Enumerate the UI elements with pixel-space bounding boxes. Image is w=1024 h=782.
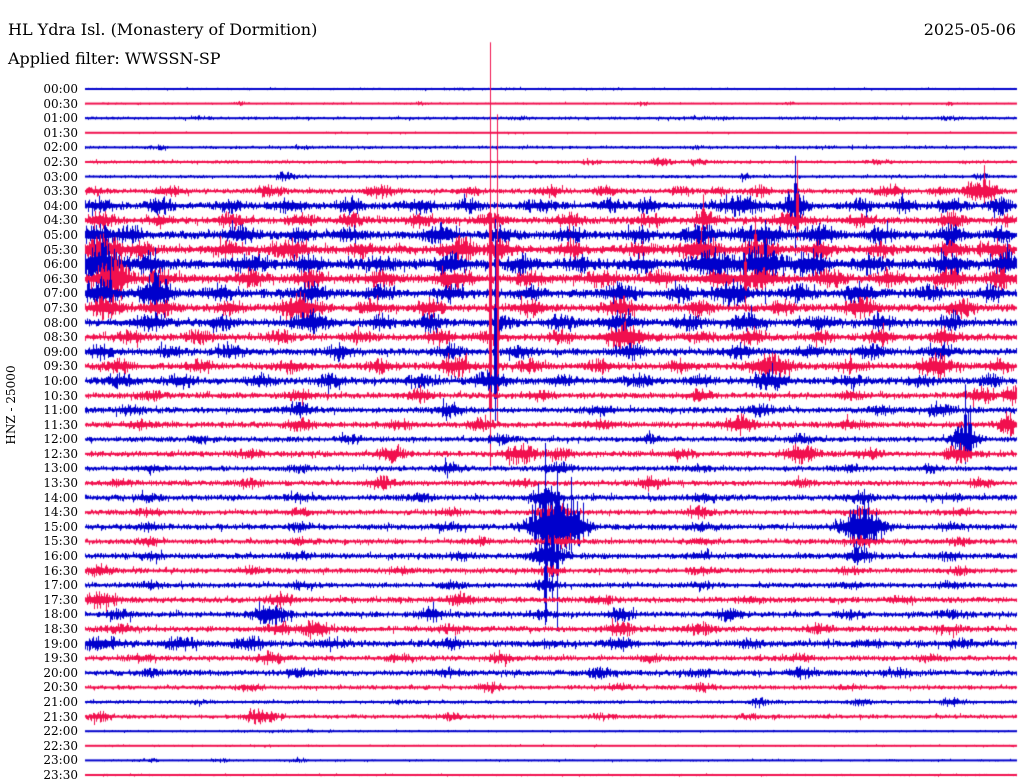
time-label-12-00: 12:00 bbox=[43, 432, 78, 447]
time-label-01-00: 01:00 bbox=[43, 111, 78, 126]
time-label-09-00: 09:00 bbox=[43, 344, 78, 359]
time-label-19-00: 19:00 bbox=[43, 636, 78, 651]
time-label-02-30: 02:30 bbox=[43, 154, 78, 169]
time-label-09-30: 09:30 bbox=[43, 359, 78, 374]
time-label-21-30: 21:30 bbox=[43, 709, 78, 724]
record-date: 2025-05-06 bbox=[923, 20, 1016, 39]
time-label-06-00: 06:00 bbox=[43, 257, 78, 272]
time-label-12-30: 12:30 bbox=[43, 446, 78, 461]
time-label-16-30: 16:30 bbox=[43, 563, 78, 578]
time-label-04-30: 04:30 bbox=[43, 213, 78, 228]
time-label-05-00: 05:00 bbox=[43, 227, 78, 242]
time-label-22-30: 22:30 bbox=[43, 738, 78, 753]
station-title: HL Ydra Isl. (Monastery of Dormition) bbox=[8, 20, 318, 39]
time-label-10-00: 10:00 bbox=[43, 373, 78, 388]
time-label-00-00: 00:00 bbox=[43, 82, 78, 96]
time-label-04-00: 04:00 bbox=[43, 198, 78, 213]
time-label-22-00: 22:00 bbox=[43, 724, 78, 739]
time-label-18-30: 18:30 bbox=[43, 622, 78, 637]
time-label-00-30: 00:30 bbox=[43, 96, 78, 111]
time-label-13-00: 13:00 bbox=[43, 461, 78, 476]
time-label-02-00: 02:00 bbox=[43, 140, 78, 155]
time-label-23-00: 23:00 bbox=[43, 753, 78, 768]
time-label-11-00: 11:00 bbox=[43, 403, 78, 418]
time-label-03-00: 03:00 bbox=[43, 169, 78, 184]
time-label-08-00: 08:00 bbox=[43, 315, 78, 330]
time-label-18-00: 18:00 bbox=[43, 607, 78, 622]
time-label-08-30: 08:30 bbox=[43, 330, 78, 345]
time-label-01-30: 01:30 bbox=[43, 125, 78, 140]
time-label-17-30: 17:30 bbox=[43, 592, 78, 607]
time-label-06-30: 06:30 bbox=[43, 271, 78, 286]
time-label-13-30: 13:30 bbox=[43, 476, 78, 491]
time-label-14-30: 14:30 bbox=[43, 505, 78, 520]
time-label-19-30: 19:30 bbox=[43, 651, 78, 666]
time-label-20-00: 20:00 bbox=[43, 665, 78, 680]
time-label-07-30: 07:30 bbox=[43, 300, 78, 315]
time-label-10-30: 10:30 bbox=[43, 388, 78, 403]
time-label-16-00: 16:00 bbox=[43, 549, 78, 564]
time-label-20-30: 20:30 bbox=[43, 680, 78, 695]
time-label-07-00: 07:00 bbox=[43, 286, 78, 301]
time-label-11-30: 11:30 bbox=[43, 417, 78, 432]
time-label-15-00: 15:00 bbox=[43, 519, 78, 534]
time-label-03-30: 03:30 bbox=[43, 184, 78, 199]
time-label-21-00: 21:00 bbox=[43, 695, 78, 710]
time-label-05-30: 05:30 bbox=[43, 242, 78, 257]
time-label-14-00: 14:00 bbox=[43, 490, 78, 505]
time-label-15-30: 15:30 bbox=[43, 534, 78, 549]
time-label-17-00: 17:00 bbox=[43, 578, 78, 593]
time-label-23-30: 23:30 bbox=[43, 767, 78, 782]
applied-filter-label: Applied filter: WWSSN-SP bbox=[8, 49, 221, 68]
